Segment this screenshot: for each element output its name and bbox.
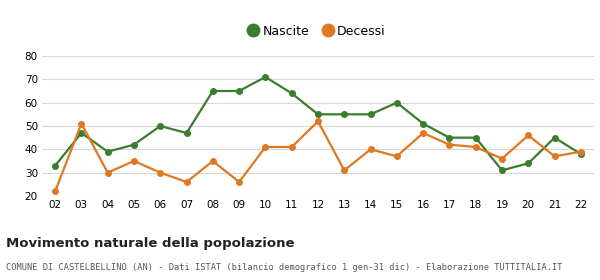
Decessi — [52, 190, 59, 193]
Nascite — [314, 113, 322, 116]
Decessi — [130, 159, 137, 163]
Nascite — [551, 136, 558, 139]
Line: Decessi: Decessi — [52, 118, 584, 194]
Nascite — [236, 89, 243, 93]
Nascite — [183, 131, 190, 135]
Decessi — [209, 159, 217, 163]
Nascite — [367, 113, 374, 116]
Nascite — [499, 169, 506, 172]
Nascite — [130, 143, 137, 146]
Decessi — [419, 131, 427, 135]
Nascite — [209, 89, 217, 93]
Decessi — [314, 120, 322, 123]
Decessi — [341, 169, 348, 172]
Decessi — [262, 145, 269, 149]
Nascite — [262, 75, 269, 79]
Decessi — [78, 122, 85, 125]
Decessi — [577, 150, 584, 153]
Decessi — [367, 148, 374, 151]
Legend: Nascite, Decessi: Nascite, Decessi — [245, 20, 391, 43]
Text: Movimento naturale della popolazione: Movimento naturale della popolazione — [6, 237, 295, 249]
Decessi — [551, 155, 558, 158]
Text: COMUNE DI CASTELBELLINO (AN) - Dati ISTAT (bilancio demografico 1 gen-31 dic) - : COMUNE DI CASTELBELLINO (AN) - Dati ISTA… — [6, 263, 563, 272]
Nascite — [472, 136, 479, 139]
Decessi — [499, 157, 506, 160]
Decessi — [446, 143, 453, 146]
Nascite — [419, 122, 427, 125]
Decessi — [157, 171, 164, 174]
Decessi — [472, 145, 479, 149]
Nascite — [52, 164, 59, 167]
Nascite — [104, 150, 112, 153]
Nascite — [78, 131, 85, 135]
Decessi — [104, 171, 112, 174]
Nascite — [524, 162, 532, 165]
Nascite — [341, 113, 348, 116]
Line: Nascite: Nascite — [52, 74, 584, 173]
Decessi — [524, 134, 532, 137]
Decessi — [236, 180, 243, 184]
Decessi — [183, 180, 190, 184]
Nascite — [393, 101, 400, 104]
Nascite — [157, 124, 164, 128]
Decessi — [288, 145, 295, 149]
Nascite — [288, 92, 295, 95]
Decessi — [393, 155, 400, 158]
Nascite — [577, 152, 584, 156]
Nascite — [446, 136, 453, 139]
